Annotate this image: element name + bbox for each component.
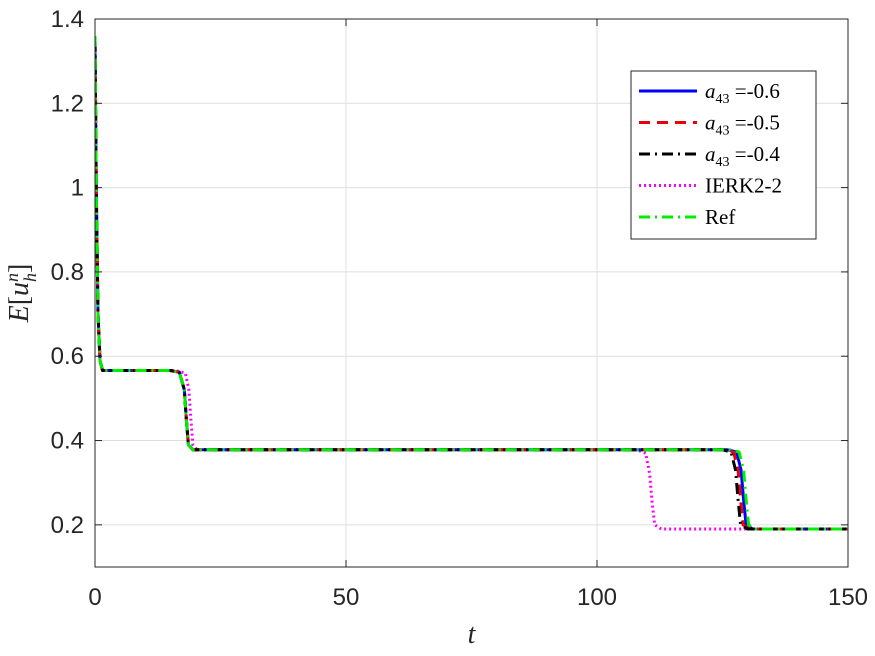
- y-tick-label: 0.6: [51, 343, 84, 370]
- legend-box: [630, 70, 817, 240]
- y-tick-label: 0.4: [51, 428, 84, 455]
- y-tick-label: 1.2: [51, 90, 84, 117]
- legend-label: a43 =-0.6: [705, 79, 780, 107]
- legend: a43 =-0.6 a43 =-0.5 a43 =-0.4 IERK2-2 Ref: [630, 70, 817, 240]
- plot-area: [95, 35, 848, 531]
- series-line-2: [95, 40, 848, 531]
- series-line-4: [95, 35, 848, 531]
- series-line-3: [95, 40, 848, 531]
- ticks: 0 50 100 150 0.2 0.4 0.6 0.8 1 1.2 1.4: [51, 6, 868, 611]
- y-tick-label: 0.8: [51, 259, 84, 286]
- y-axis-label: E[uhn]: [2, 264, 40, 324]
- y-tick-label: 0.2: [51, 512, 84, 539]
- x-tick-label: 50: [333, 584, 360, 611]
- legend-label: a43 =-0.5: [705, 111, 780, 139]
- y-tick-label: 1.4: [51, 6, 84, 33]
- legend-label: IERK2-2: [705, 174, 782, 198]
- x-axis-label: t: [468, 619, 477, 650]
- legend-label: a43 =-0.4: [705, 142, 780, 170]
- x-tick-label: 100: [577, 584, 617, 611]
- y-tick-label: 1: [71, 175, 84, 202]
- y-axis-label-text: E[uhn]: [2, 264, 40, 324]
- x-tick-label: 0: [88, 584, 101, 611]
- x-tick-label: 150: [828, 584, 868, 611]
- axes-box: [94, 18, 849, 568]
- legend-label: Ref: [705, 205, 735, 229]
